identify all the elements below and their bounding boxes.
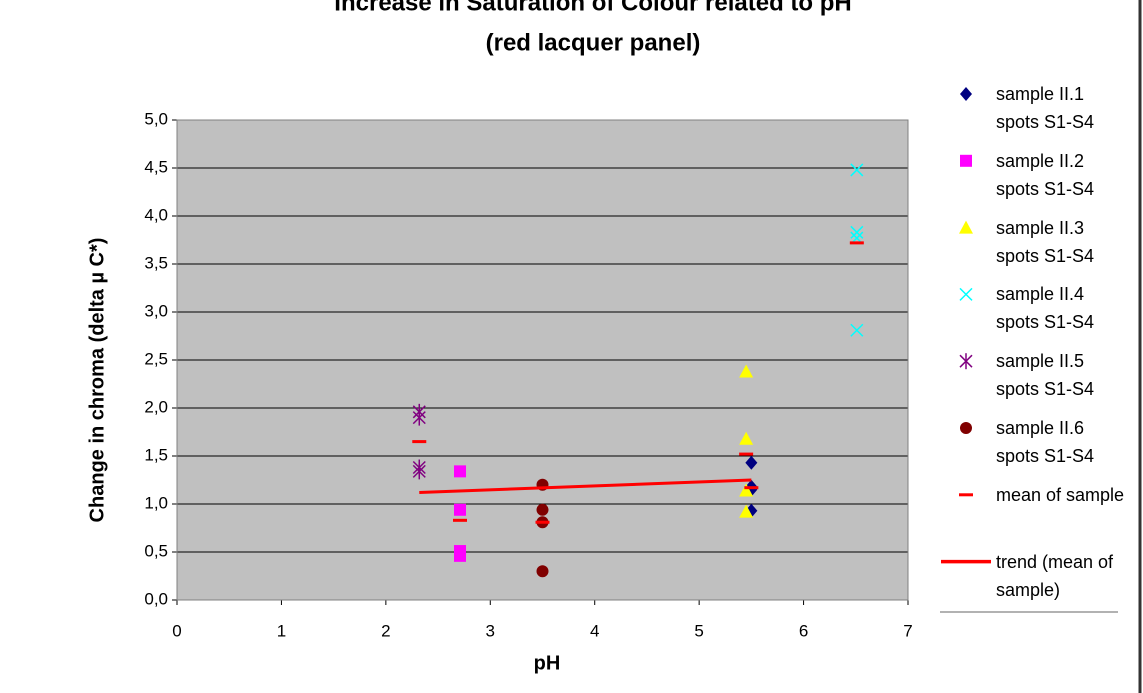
legend-label: sample II.6 spots S1-S4 xyxy=(996,418,1095,466)
y-tick-label: 4,0 xyxy=(144,205,168,224)
marker xyxy=(850,163,864,177)
y-tick-label: 1,0 xyxy=(144,493,168,512)
y-tick-label: 5,0 xyxy=(144,109,168,128)
marker xyxy=(536,503,549,516)
legend-symbol xyxy=(960,154,972,167)
x-tick-label: 3 xyxy=(486,621,495,640)
legend-label: sample II.4 spots S1-S4 xyxy=(996,284,1095,333)
legend-symbol xyxy=(959,353,973,370)
marker xyxy=(412,463,426,480)
plot-border xyxy=(176,119,909,601)
x-tick-label: 6 xyxy=(799,621,808,640)
legend-symbol xyxy=(960,87,972,101)
legend-symbol xyxy=(959,287,973,301)
legend-symbol xyxy=(960,422,972,434)
marker xyxy=(536,565,549,578)
marker xyxy=(850,323,864,337)
marker xyxy=(739,364,754,378)
legend-symbol xyxy=(959,220,973,234)
marker xyxy=(739,483,754,497)
legend-label: trend (mean of sample) xyxy=(996,551,1114,600)
marker xyxy=(454,549,467,562)
marker xyxy=(745,455,758,470)
marker xyxy=(739,504,754,518)
y-tick-label: 2,5 xyxy=(144,349,168,368)
marker xyxy=(454,465,467,478)
marker xyxy=(739,431,754,445)
legend-label: sample II.3 spots S1-S4 xyxy=(996,217,1095,266)
legend-label: mean of sample xyxy=(996,484,1125,505)
y-tick-label: 3,5 xyxy=(144,253,168,272)
y-axis-label: Change in chroma (delta µ C*) xyxy=(86,238,108,523)
legend-label: sample II.1 spots S1-S4 xyxy=(996,84,1095,132)
y-tick-label: 0,5 xyxy=(144,541,168,560)
y-tick-label: 3,0 xyxy=(144,301,168,320)
marker xyxy=(412,409,426,426)
legend-label: sample II.5 spots S1-S4 xyxy=(996,351,1095,400)
marker xyxy=(850,225,864,239)
legend-label: sample II.2 spots S1-S4 xyxy=(996,150,1095,199)
chart-title: Increase in Saturation of Colour related… xyxy=(334,0,851,16)
x-tick-label: 4 xyxy=(590,621,599,640)
x-tick-label: 0 xyxy=(172,621,181,640)
y-tick-label: 4,5 xyxy=(144,157,168,176)
x-tick-label: 1 xyxy=(277,621,286,640)
y-tick-label: 1,5 xyxy=(144,445,168,464)
x-axis-label: pH xyxy=(534,652,561,674)
x-tick-label: 7 xyxy=(903,621,912,640)
x-tick-label: 5 xyxy=(694,621,703,640)
y-tick-label: 2,0 xyxy=(144,397,168,416)
trend-line xyxy=(419,478,752,494)
y-tick-label: 0,0 xyxy=(144,589,168,608)
chart-subtitle: (red lacquer panel) xyxy=(486,29,701,56)
marker xyxy=(454,503,467,516)
x-tick-label: 2 xyxy=(381,621,390,640)
